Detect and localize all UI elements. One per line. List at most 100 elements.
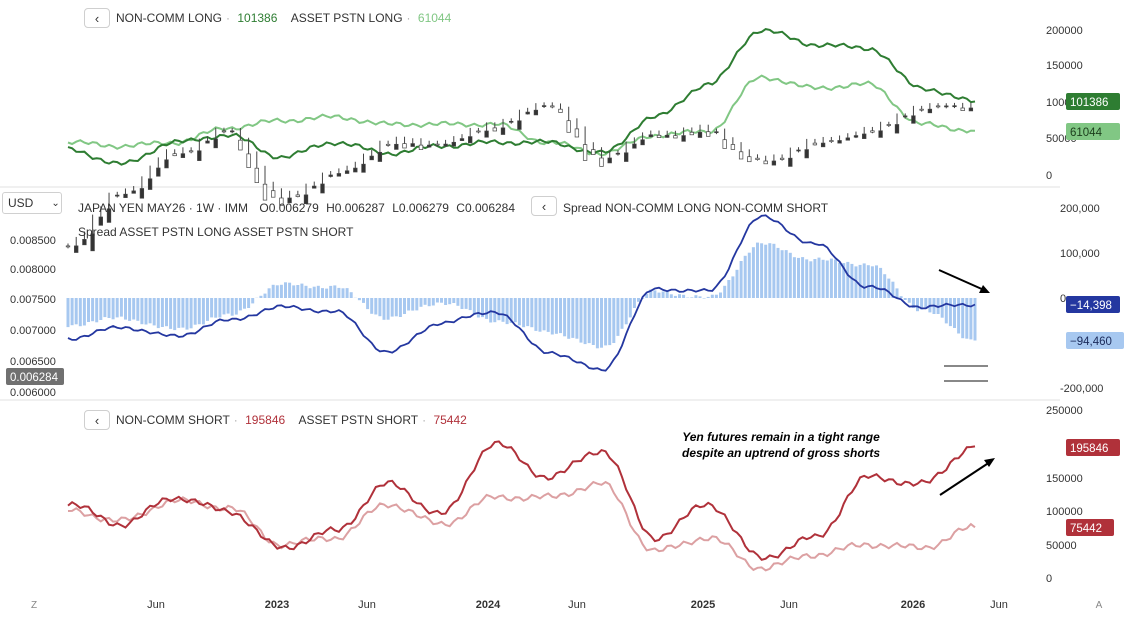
price-badge-bg	[6, 368, 64, 385]
currency-select[interactable]: USD ⌄	[2, 192, 62, 214]
bottom-badge-noncomm-short: 195846	[1070, 443, 1108, 455]
series-line-non-comm-short	[67, 440, 976, 561]
price-candle-body	[279, 197, 284, 206]
price-candle-body	[681, 135, 686, 142]
spread-bar	[156, 298, 160, 329]
price-candle-body	[755, 157, 760, 160]
spread-bar	[103, 298, 107, 318]
arrow-head-icon	[984, 458, 995, 467]
spread-bar	[423, 298, 427, 305]
price-candle-body	[435, 143, 440, 146]
chevron-left-icon: ‹	[94, 412, 100, 428]
price-candle-body	[509, 120, 514, 123]
price-legend: JAPAN YEN MAY26 · 1W · IMM O0.006279 H0.…	[78, 201, 519, 215]
spread-bar	[345, 288, 349, 298]
price-candle-body	[65, 245, 71, 248]
price-candle-body	[582, 144, 588, 161]
price-badge: 0.006284	[10, 372, 59, 384]
price-axis-tick: 0.006500	[10, 356, 56, 368]
collapse-spread-legend-button[interactable]: ‹	[531, 196, 557, 216]
price-candle-body	[541, 105, 547, 107]
spread-bar	[649, 289, 653, 298]
spread-bar	[247, 298, 251, 308]
spread-axis-tick: -200,000	[1060, 383, 1103, 395]
spread-bar	[275, 285, 279, 298]
spread-bar	[251, 298, 255, 304]
price-candle-body	[533, 109, 539, 116]
spread-bar	[665, 291, 669, 298]
spread-bar	[858, 264, 862, 298]
spread-bar	[632, 298, 636, 308]
spread-bar	[181, 298, 185, 328]
bottom-badge-asset-short-bg	[1066, 519, 1114, 536]
price-candle-body	[903, 115, 908, 118]
price-candle-body	[336, 173, 342, 177]
spread-bar	[440, 298, 443, 303]
price-candle-body	[607, 157, 612, 164]
legend-noncomm-long-name: NON-COMM LONG	[116, 11, 222, 25]
price-candle-body	[106, 208, 112, 223]
bottom-panel	[67, 440, 995, 572]
spread-bar	[608, 298, 612, 346]
spread-bar	[559, 298, 562, 334]
ohlc-high: 0.006287	[334, 201, 385, 215]
spread-bar	[111, 298, 115, 320]
spread-bar	[817, 257, 821, 298]
price-candle-body	[960, 107, 965, 111]
bottom-badge-noncomm-short-bg	[1066, 439, 1120, 456]
spread-bar	[961, 298, 965, 339]
spread-bar	[747, 252, 751, 298]
x-axis-tick: 2026	[901, 599, 925, 611]
price-candle-body	[246, 153, 251, 168]
spread-bar	[394, 298, 398, 317]
spread-bar	[218, 298, 222, 318]
spread-bar	[710, 294, 714, 298]
spread-bar	[292, 285, 296, 298]
legend-noncomm-short-value: 195846	[245, 413, 286, 427]
trend-arrow-down	[938, 269, 985, 291]
spread-bar	[579, 298, 583, 343]
spread-bar	[173, 298, 177, 331]
spread-bar	[185, 298, 189, 330]
spread2-legend: Spread ASSET PSTN LONG ASSET PSTN SHORT	[78, 225, 354, 239]
price-candle-body	[927, 108, 933, 114]
collapse-bottom-legend-button[interactable]: ‹	[84, 410, 110, 430]
spread-bar	[234, 298, 238, 315]
price-candle-body	[648, 134, 653, 138]
spread-bar	[189, 298, 193, 329]
price-candle-body	[180, 153, 186, 158]
spread-bar	[284, 282, 287, 298]
spread-bar	[846, 261, 850, 298]
spread-bar	[866, 265, 870, 298]
price-candle-body	[221, 130, 227, 133]
top-badge-asset-long: 61044	[1070, 127, 1103, 139]
price-candle-body	[74, 245, 79, 253]
price-candle-body	[550, 105, 555, 108]
symbol-name: JAPAN YEN MAY26 · 1W · IMM	[78, 201, 249, 215]
spread-bar	[825, 260, 829, 298]
spread-bar	[509, 298, 513, 323]
spread-bar	[916, 298, 919, 312]
spread-bar	[714, 294, 718, 298]
spread-bar	[870, 266, 874, 298]
spread-bar	[563, 298, 567, 337]
spread-bar	[575, 298, 579, 339]
price-candle-body	[418, 144, 424, 150]
price-candle-body	[147, 178, 153, 190]
chevron-down-icon: ⌄	[51, 197, 60, 209]
spread-bar	[760, 243, 764, 298]
price-candle-body	[394, 143, 399, 150]
collapse-top-legend-button[interactable]: ‹	[84, 8, 110, 28]
spread-bar	[460, 298, 464, 309]
spread-bar	[788, 252, 792, 298]
x-axis-tick: Jun	[568, 599, 586, 611]
price-candle-body	[632, 143, 637, 149]
spread-bar	[419, 298, 423, 307]
spread-bar	[940, 298, 944, 318]
top-axis-tick: 0	[1046, 170, 1052, 182]
price-candle-body	[935, 105, 941, 108]
spread-bar	[74, 298, 78, 325]
spread-bar	[842, 263, 846, 298]
spread-bar	[481, 298, 484, 318]
spread-bar	[637, 298, 640, 302]
